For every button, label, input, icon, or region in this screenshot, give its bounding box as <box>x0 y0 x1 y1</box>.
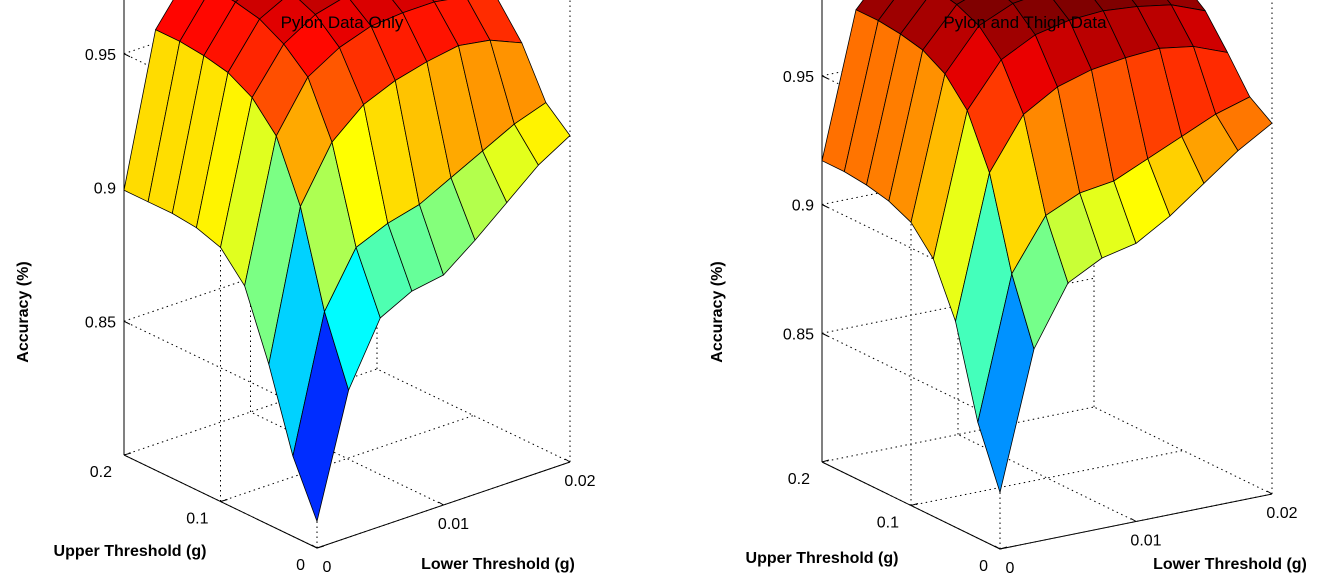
surface-patch <box>231 0 239 3</box>
y-tick-label: 0.2 <box>90 464 112 481</box>
x-tick-label: 0 <box>323 559 332 575</box>
chart-title: Pylon and Thigh Data <box>943 13 1107 32</box>
chart-title: Pylon Data Only <box>281 13 404 32</box>
surface-patch <box>513 102 571 166</box>
surface-patch <box>855 0 895 21</box>
z-axis-label: Accuracy (%) <box>15 261 32 362</box>
y-tick-label: 0.2 <box>788 471 810 488</box>
y-axis-label: Upper Threshold (g) <box>746 550 899 567</box>
axes: 0.850.90.95100.10.200.010.02 <box>85 0 596 576</box>
y-axis-label: Upper Threshold (g) <box>54 543 207 560</box>
x-tick-label: 0.02 <box>564 473 595 490</box>
y-tick-label: 0 <box>296 557 305 574</box>
x-tick-label: 0 <box>1006 560 1015 575</box>
z-tick-label: 0.9 <box>94 181 116 198</box>
surface <box>123 0 571 522</box>
x-tick-label: 0.02 <box>1266 505 1297 522</box>
surface-patch <box>1215 96 1273 152</box>
z-tick-label: 0.85 <box>783 326 814 343</box>
y-tick-label: 0 <box>979 558 988 575</box>
surface-patch <box>949 0 966 5</box>
axes: 0.850.90.95100.10.200.010.02 <box>783 0 1298 577</box>
x-tick-label: 0.01 <box>438 516 469 533</box>
z-tick-label: 0.95 <box>85 47 116 64</box>
y-tick-label: 0.1 <box>877 515 899 532</box>
z-tick-label: 0.95 <box>783 69 814 86</box>
surface <box>821 0 1273 493</box>
x-tick-label: 0.01 <box>1130 533 1161 550</box>
z-tick-label: 0.85 <box>85 314 116 331</box>
x-axis-label: Lower Threshold (g) <box>421 556 575 573</box>
y-tick-label: 0.1 <box>186 511 208 528</box>
z-tick-label: 0.9 <box>792 198 814 215</box>
z-axis-label: Accuracy (%) <box>709 261 726 362</box>
x-axis-label: Lower Threshold (g) <box>1153 556 1307 573</box>
